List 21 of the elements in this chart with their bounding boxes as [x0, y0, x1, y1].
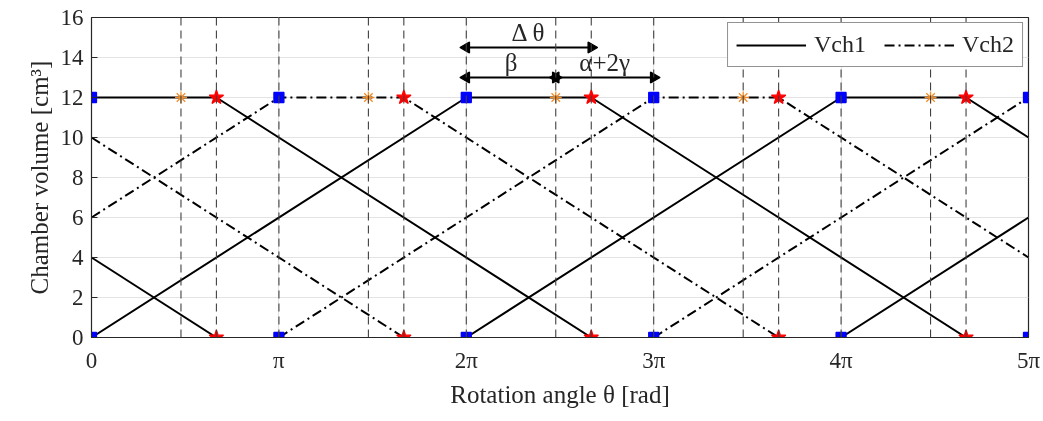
y-tick-label: 2: [72, 285, 84, 310]
x-tick-label: 3π: [642, 347, 666, 373]
legend-label: Vch2: [962, 31, 1014, 58]
annotation: Δ θ: [511, 19, 545, 46]
y-tick-label: 14: [60, 45, 84, 70]
y-tick-label: 10: [60, 125, 84, 150]
annotation: α+2γ: [579, 49, 631, 76]
x-tick-label: 4π: [829, 347, 854, 373]
x-tick-label: 2π: [454, 347, 479, 373]
x-tick-label: 5π: [1016, 347, 1041, 373]
x-axis-title: Rotation angle θ [rad]: [450, 380, 670, 408]
y-tick-label: 4: [72, 245, 84, 270]
y-tick-label: 0: [72, 325, 84, 350]
y-tick-label: 8: [72, 165, 84, 190]
y-tick-label: 16: [60, 5, 84, 30]
x-tick-label: π: [273, 347, 286, 373]
y-tick-label: 12: [60, 85, 84, 110]
y-tick-label: 6: [72, 205, 84, 230]
legend-label: Vch1: [814, 31, 867, 58]
y-axis-title: Chamber volume [cm³]: [25, 60, 53, 295]
annotation: β: [504, 49, 518, 76]
